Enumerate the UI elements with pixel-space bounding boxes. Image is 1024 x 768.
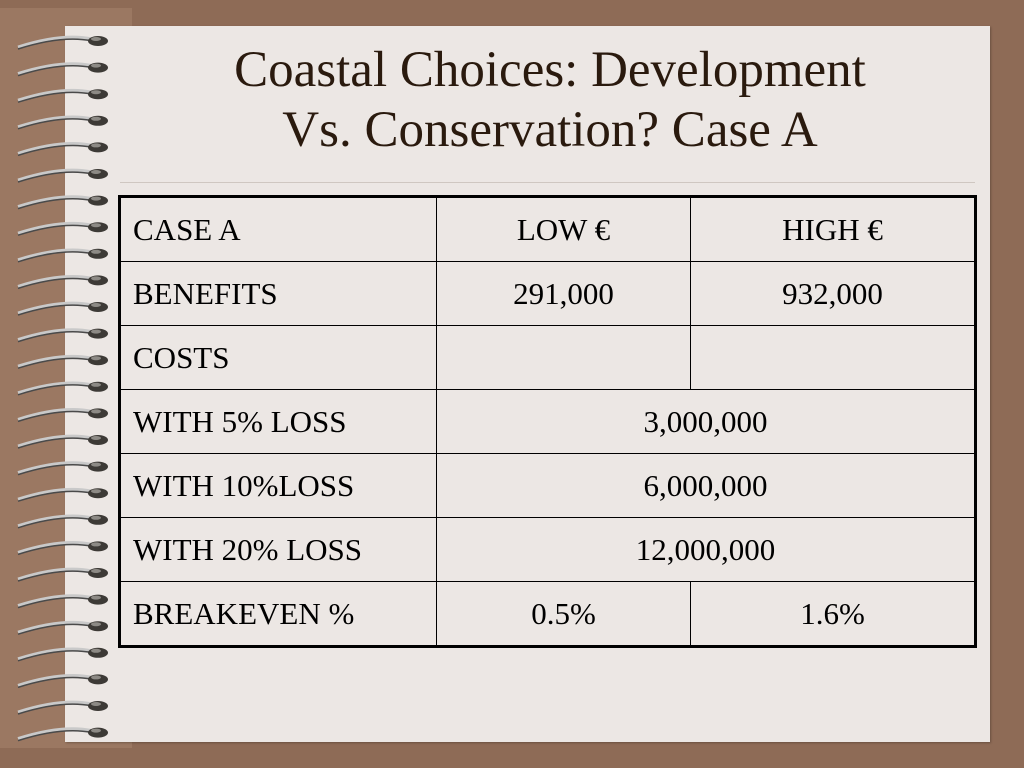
spiral-coil [17, 567, 108, 582]
spiral-coil [17, 275, 108, 290]
spiral-coil [17, 301, 108, 316]
spiral-coil [17, 62, 108, 77]
spiral-coil [17, 354, 108, 369]
spiral-coil [17, 328, 108, 343]
header-high: HIGH € [690, 196, 976, 262]
breakeven-low: 0.5% [436, 581, 691, 647]
spiral-coil [17, 381, 108, 396]
case-a-table: CASE A LOW € HIGH € BENEFITS 291,000 932… [118, 195, 977, 648]
costs-low [436, 325, 691, 390]
spiral-coil [17, 35, 108, 50]
spiral-coil [17, 221, 108, 236]
spiral-coil [17, 727, 108, 742]
spiral-coil [17, 142, 108, 157]
table-row-costs: COSTS [119, 325, 976, 390]
spiral-coil [17, 248, 108, 263]
loss-10-value: 6,000,000 [436, 453, 976, 518]
table-row-header: CASE A LOW € HIGH € [119, 196, 976, 262]
spiral-coil [17, 647, 108, 662]
row-label: BREAKEVEN % [119, 581, 437, 647]
table-row-loss-10: WITH 10%LOSS 6,000,000 [119, 453, 976, 518]
spiral-binding-icon [17, 35, 108, 742]
title-divider [120, 182, 975, 183]
spiral-coil [17, 620, 108, 635]
header-low: LOW € [436, 196, 691, 262]
title-line-2: Vs. Conservation? Case A [282, 102, 818, 158]
table-row-breakeven: BREAKEVEN % 0.5% 1.6% [119, 581, 976, 647]
spiral-coil [17, 541, 108, 556]
spiral-coil [17, 168, 108, 183]
benefits-low: 291,000 [436, 261, 691, 326]
spiral-coil [17, 674, 108, 689]
spiral-coil [17, 434, 108, 449]
row-label: WITH 10%LOSS [119, 453, 437, 518]
spiral-coil [17, 594, 108, 609]
table-row-loss-5: WITH 5% LOSS 3,000,000 [119, 389, 976, 454]
spiral-coil [17, 487, 108, 502]
loss-20-value: 12,000,000 [436, 517, 976, 582]
spiral-coil [17, 115, 108, 130]
row-label: WITH 5% LOSS [119, 389, 437, 454]
slide-title: Coastal Choices: Development Vs. Conserv… [120, 40, 980, 160]
row-label: BENEFITS [119, 261, 437, 326]
spiral-coil [17, 700, 108, 715]
breakeven-high: 1.6% [690, 581, 976, 647]
table-row-loss-20: WITH 20% LOSS 12,000,000 [119, 517, 976, 582]
row-label: WITH 20% LOSS [119, 517, 437, 582]
row-label: COSTS [119, 325, 437, 390]
title-line-1: Coastal Choices: Development [234, 42, 866, 98]
spiral-coil [17, 88, 108, 103]
spiral-coil [17, 408, 108, 423]
spiral-coil [17, 461, 108, 476]
header-case: CASE A [119, 196, 437, 262]
spiral-coil [17, 514, 108, 529]
benefits-high: 932,000 [690, 261, 976, 326]
loss-5-value: 3,000,000 [436, 389, 976, 454]
table-row-benefits: BENEFITS 291,000 932,000 [119, 261, 976, 326]
spiral-coil [17, 195, 108, 210]
costs-high [690, 325, 976, 390]
